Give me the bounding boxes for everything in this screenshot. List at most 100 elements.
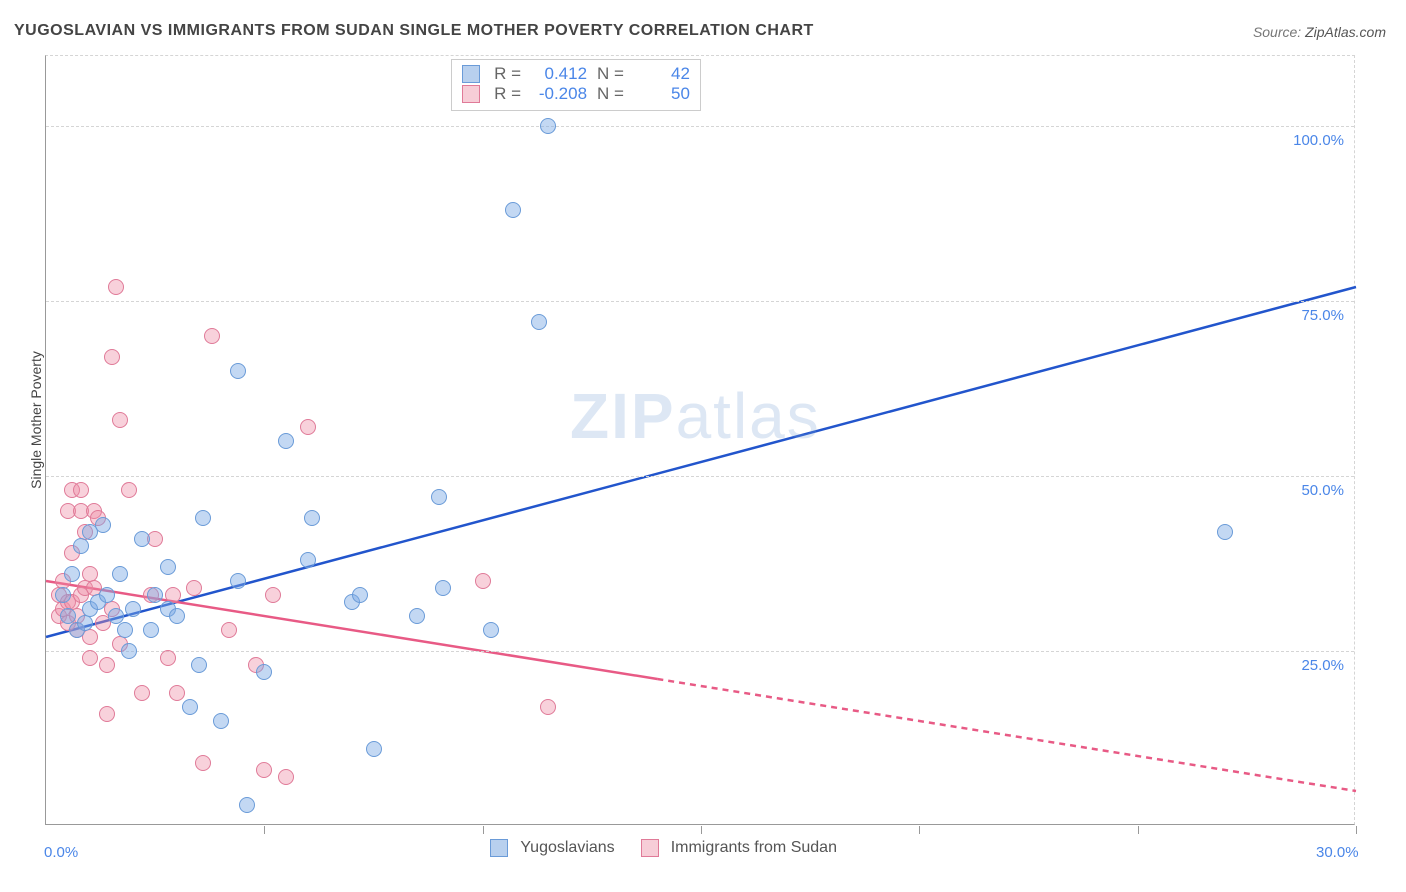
y-tick-label: 50.0% [1301, 482, 1344, 499]
legend-item-sudan: Immigrants from Sudan [641, 839, 837, 857]
scatter-point-yugoslavian [230, 573, 246, 589]
gridline [46, 301, 1354, 302]
watermark-bold: ZIP [570, 380, 676, 452]
scatter-point-yugoslavian [531, 314, 547, 330]
scatter-point-yugoslavian [143, 622, 159, 638]
watermark: ZIPatlas [570, 379, 821, 453]
scatter-point-yugoslavian [483, 622, 499, 638]
scatter-point-yugoslavian [278, 433, 294, 449]
scatter-point-yugoslavian [230, 363, 246, 379]
correlation-stats-box: R = 0.412 N = 42 R = -0.208 N = 50 [451, 59, 701, 111]
n-value-yugoslavian: 42 [634, 64, 690, 84]
y-tick-label: 25.0% [1301, 657, 1344, 674]
x-tick-mark [1138, 826, 1139, 834]
scatter-point-sudan [186, 580, 202, 596]
scatter-point-yugoslavian [195, 510, 211, 526]
scatter-point-yugoslavian [256, 664, 272, 680]
scatter-point-yugoslavian [182, 699, 198, 715]
n-label: N = [597, 64, 624, 84]
scatter-point-yugoslavian [169, 608, 185, 624]
scatter-point-yugoslavian [239, 797, 255, 813]
scatter-point-sudan [104, 349, 120, 365]
scatter-point-sudan [221, 622, 237, 638]
n-value-sudan: 50 [634, 84, 690, 104]
bottom-legend: Yugoslavians Immigrants from Sudan [490, 839, 837, 857]
n-label: N = [597, 84, 624, 104]
scatter-point-yugoslavian [125, 601, 141, 617]
scatter-point-yugoslavian [409, 608, 425, 624]
scatter-point-yugoslavian [73, 538, 89, 554]
scatter-point-yugoslavian [1217, 524, 1233, 540]
scatter-point-yugoslavian [77, 615, 93, 631]
scatter-point-sudan [256, 762, 272, 778]
scatter-point-yugoslavian [213, 713, 229, 729]
x-tick-mark [701, 826, 702, 834]
x-tick-label: 0.0% [44, 844, 78, 861]
scatter-point-sudan [99, 706, 115, 722]
scatter-point-sudan [540, 699, 556, 715]
scatter-point-yugoslavian [540, 118, 556, 134]
scatter-point-sudan [169, 685, 185, 701]
chart-title: YUGOSLAVIAN VS IMMIGRANTS FROM SUDAN SIN… [14, 22, 814, 40]
scatter-point-sudan [195, 755, 211, 771]
scatter-point-yugoslavian [55, 587, 71, 603]
r-value-sudan: -0.208 [531, 84, 587, 104]
scatter-point-yugoslavian [99, 587, 115, 603]
scatter-point-yugoslavian [352, 587, 368, 603]
scatter-point-sudan [82, 650, 98, 666]
scatter-point-yugoslavian [304, 510, 320, 526]
x-tick-mark [264, 826, 265, 834]
chart-plot-area: ZIPatlas 25.0%50.0%75.0%100.0%0.0%30.0% [45, 55, 1355, 825]
swatch-yugoslavian [462, 65, 480, 83]
scatter-point-sudan [112, 412, 128, 428]
gridline [46, 651, 1354, 652]
r-label: R = [494, 84, 521, 104]
scatter-point-yugoslavian [95, 517, 111, 533]
x-tick-mark [1356, 826, 1357, 834]
scatter-point-yugoslavian [160, 559, 176, 575]
scatter-point-sudan [99, 657, 115, 673]
swatch-sudan [641, 839, 659, 857]
x-tick-label: 30.0% [1316, 844, 1359, 861]
scatter-point-sudan [204, 328, 220, 344]
scatter-point-sudan [121, 482, 137, 498]
source-attribution: Source: ZipAtlas.com [1253, 24, 1386, 40]
legend-label-yugoslavian: Yugoslavians [520, 839, 614, 857]
source-name: ZipAtlas.com [1305, 24, 1386, 40]
x-tick-mark [483, 826, 484, 834]
scatter-point-yugoslavian [505, 202, 521, 218]
scatter-point-sudan [278, 769, 294, 785]
legend-item-yugoslavian: Yugoslavians [490, 839, 614, 857]
source-label: Source: [1253, 24, 1301, 40]
scatter-point-yugoslavian [64, 566, 80, 582]
y-tick-label: 75.0% [1301, 307, 1344, 324]
gridline [46, 126, 1354, 127]
scatter-point-sudan [475, 573, 491, 589]
swatch-yugoslavian [490, 839, 508, 857]
scatter-point-sudan [265, 587, 281, 603]
y-tick-label: 100.0% [1293, 132, 1344, 149]
gridline [46, 476, 1354, 477]
scatter-point-yugoslavian [191, 657, 207, 673]
scatter-point-yugoslavian [435, 580, 451, 596]
scatter-point-yugoslavian [134, 531, 150, 547]
scatter-point-yugoslavian [300, 552, 316, 568]
y-axis-label: Single Mother Poverty [28, 320, 44, 520]
scatter-point-yugoslavian [117, 622, 133, 638]
r-value-yugoslavian: 0.412 [531, 64, 587, 84]
scatter-point-yugoslavian [147, 587, 163, 603]
scatter-point-yugoslavian [121, 643, 137, 659]
trendline [657, 679, 1356, 791]
scatter-point-sudan [108, 279, 124, 295]
swatch-sudan [462, 85, 480, 103]
scatter-point-sudan [300, 419, 316, 435]
scatter-point-sudan [160, 650, 176, 666]
x-tick-mark [919, 826, 920, 834]
r-label: R = [494, 64, 521, 84]
legend-label-sudan: Immigrants from Sudan [671, 839, 837, 857]
stats-row-yugoslavian: R = 0.412 N = 42 [462, 64, 690, 84]
scatter-point-yugoslavian [431, 489, 447, 505]
stats-row-sudan: R = -0.208 N = 50 [462, 84, 690, 104]
scatter-point-yugoslavian [112, 566, 128, 582]
scatter-point-sudan [134, 685, 150, 701]
